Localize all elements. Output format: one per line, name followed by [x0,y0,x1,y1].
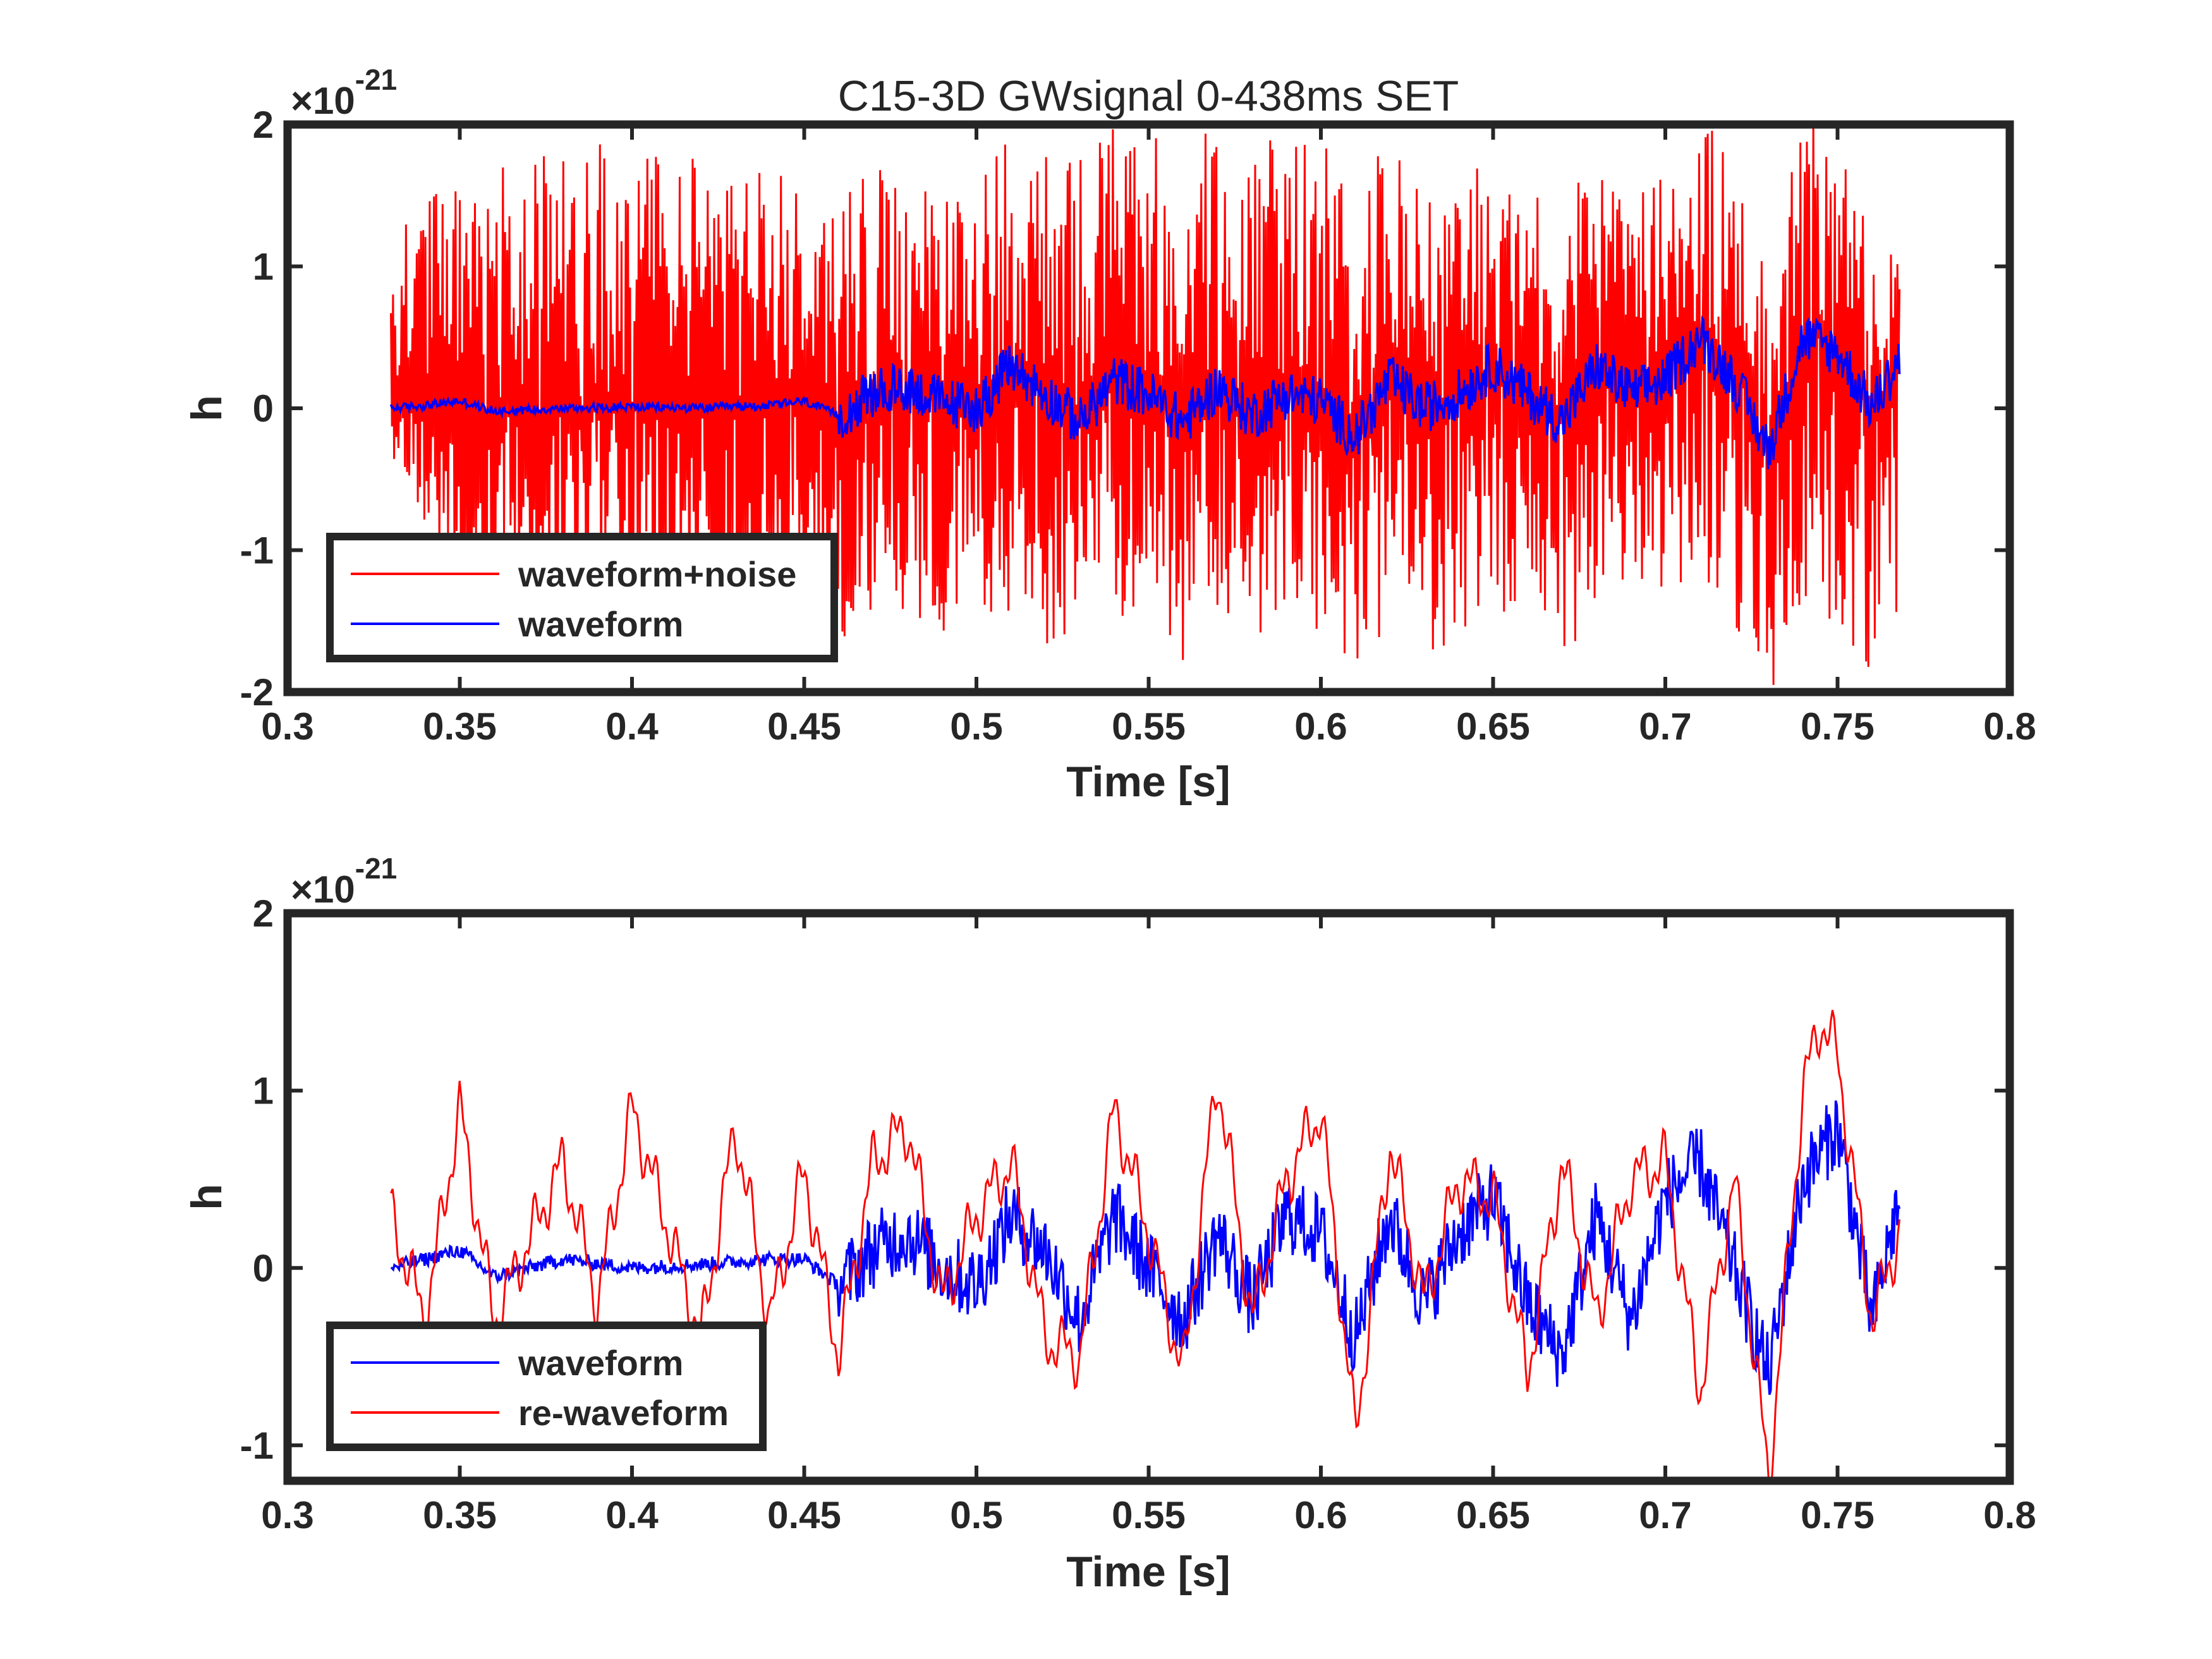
y-tick-labels: -1 0 1 2 [240,892,274,1467]
x-axis-label: Time [s] [1066,758,1230,806]
x-tick-label: 0.35 [423,705,497,748]
x-tick-label: 0.3 [261,1494,313,1536]
legend-box [326,533,838,662]
axes-box [283,120,2014,696]
y-axis-label: h [183,1184,231,1210]
x-tick-label: 0.65 [1456,1494,1530,1536]
y-tick-label: -1 [240,1425,274,1467]
y-tick-label: 2 [253,104,274,146]
top-plot: C15-3D GWsignal 0-438ms SET 0.3 0.35 0.4 0.… [183,63,2036,806]
plot-area [389,125,1901,685]
x-tick-labels: 0.3 0.35 0.4 0.45 0.5 0.55 0.6 0.65 0.7 0.75 0.8 [261,1494,2036,1536]
legend-box [326,1322,767,1451]
exponent-label: ×10-21 [291,63,397,122]
x-tick-label: 0.7 [1639,1494,1691,1536]
y-tick-label: 1 [253,1070,274,1112]
x-tick-label: 0.5 [950,1494,1002,1536]
legend-label-waveform: waveform [518,1343,683,1383]
x-tick-label: 0.45 [767,1494,841,1536]
bottom-plot: 0.3 0.35 0.4 0.45 0.5 0.55 0.6 0.65 0.7 0.75 0.8 -… [183,852,2036,1596]
exponent-power: -21 [355,63,397,96]
x-tick-label: 0.3 [261,705,313,748]
exponent-base: ×10 [291,80,355,122]
legend-label-waveform: waveform [518,604,683,644]
x-tick-label: 0.4 [605,1494,659,1536]
x-tick-label: 0.75 [1801,1494,1875,1536]
x-axis-label: Time [s] [1066,1548,1230,1596]
y-tick-label: 0 [253,1247,274,1289]
legend: waveform re-waveform [326,1322,767,1451]
x-tick-label: 0.55 [1112,1494,1186,1536]
x-tick-label: 0.65 [1456,705,1530,748]
y-tick-labels: -2 -1 0 1 2 [240,104,274,714]
x-tick-label: 0.55 [1112,705,1186,748]
x-tick-label: 0.8 [1983,705,2036,748]
x-tick-label: 0.6 [1294,1494,1347,1536]
plot-area [390,1009,1901,1481]
series-line-re-waveform [390,1009,1901,1481]
exponent-base: ×10 [291,868,355,911]
y-tick-label: 1 [253,246,274,288]
legend: waveform+noise waveform [326,533,838,662]
x-tick-label: 0.7 [1639,705,1691,748]
x-tick-label: 0.35 [423,1494,497,1536]
exponent-label: ×10-21 [291,852,397,911]
x-tick-label: 0.4 [605,705,659,748]
legend-label-waveform-noise: waveform+noise [518,554,796,594]
series-line-waveform [389,315,1901,470]
x-tick-labels: 0.3 0.35 0.4 0.45 0.5 0.55 0.6 0.65 0.7 0.75 0.8 [261,705,2036,748]
axes-box [283,909,2014,1485]
exponent-power: -21 [355,852,397,885]
y-tick-label: 2 [253,892,274,935]
plot-title: C15-3D GWsignal 0-438ms SET [838,72,1459,120]
x-tick-label: 0.8 [1983,1494,2036,1536]
x-tick-label: 0.75 [1801,705,1875,748]
series-line-waveform [391,1100,1901,1395]
legend-label-re-waveform: re-waveform [518,1393,729,1433]
y-tick-label: 0 [253,387,274,430]
x-tick-label: 0.6 [1294,705,1347,748]
x-tick-label: 0.45 [767,705,841,748]
y-tick-label: -1 [240,530,274,572]
x-tick-label: 0.5 [950,705,1002,748]
y-tick-label: -2 [240,671,274,714]
y-axis-label: h [183,395,231,422]
